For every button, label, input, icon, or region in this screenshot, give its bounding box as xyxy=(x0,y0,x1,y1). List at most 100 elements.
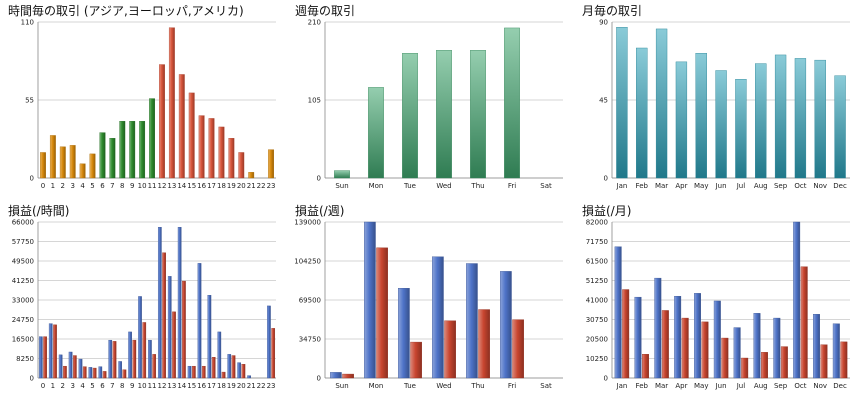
monthly-pnl-title: 損益(/月) xyxy=(582,204,632,218)
loss-bar xyxy=(112,341,117,379)
loss-bar xyxy=(376,247,388,379)
profit-bar xyxy=(58,354,63,379)
bar xyxy=(675,61,688,179)
bar xyxy=(79,163,86,179)
x-tick-label: 0 xyxy=(41,382,45,390)
weekly-trades-chart: 週毎の取引 0 105 210 Sun Mon Tue Wed Thu Fri Sat xyxy=(287,0,573,200)
x-tick-label: 11 xyxy=(148,382,157,390)
x-tick-label: May xyxy=(694,382,708,390)
y-tick-label: 49500 xyxy=(12,258,34,266)
loss-bar xyxy=(82,366,87,379)
bar xyxy=(69,145,76,179)
loss-bar xyxy=(478,309,490,379)
profit-bar xyxy=(247,375,251,379)
x-tick-label: Wed xyxy=(436,382,451,390)
x-tick-label: 4 xyxy=(80,382,85,390)
loss-bar xyxy=(172,311,176,379)
hourly-pnl-chart: 損益(/時間) 0 8250 16500 24750 33000 41250 49500 57… xyxy=(0,200,286,400)
bar xyxy=(248,172,255,179)
profit-bar xyxy=(78,358,83,379)
x-tick-label: 20 xyxy=(237,382,246,390)
x-tick-label: Sun xyxy=(335,182,348,190)
profit-bar xyxy=(773,317,781,379)
profit-bar xyxy=(88,367,93,379)
profit-bar xyxy=(157,227,162,379)
weekly-trades-title: 週毎の取引 xyxy=(295,4,356,18)
bar xyxy=(334,170,350,179)
bar xyxy=(198,115,205,179)
bar xyxy=(59,146,66,179)
x-tick-label: 3 xyxy=(70,382,74,390)
loss-bar xyxy=(192,365,196,379)
y-tick-label: 105 xyxy=(308,97,321,105)
bar xyxy=(814,59,826,179)
x-tick-label: 7 xyxy=(110,182,114,190)
x-tick-label: Jul xyxy=(736,382,746,390)
profit-bar xyxy=(753,313,761,379)
profit-bar xyxy=(813,314,820,379)
weekly-pnl-plot: 0 34750 69500 104250 139000 Sun Mon Tue Wed Thu Fr… xyxy=(294,219,563,390)
bar xyxy=(735,78,747,179)
profit-bar xyxy=(330,372,342,379)
bar xyxy=(470,50,486,179)
y-tick-label: 104250 xyxy=(294,258,321,266)
x-tick-label: Tue xyxy=(403,182,416,190)
y-tick-label: 57750 xyxy=(12,238,34,246)
profit-bar xyxy=(793,221,801,379)
y-tick-label: 0 xyxy=(317,175,321,183)
monthly-trades-plot: 0 45 90 Jan Feb Mar Apr May Jun Jul Aug Sep Oct Nov De… xyxy=(599,19,850,190)
x-tick-label: 19 xyxy=(227,182,236,190)
x-tick-label: Jul xyxy=(736,182,746,190)
profit-bar xyxy=(187,365,192,379)
profit-bar xyxy=(267,305,271,379)
y-tick-label: 55 xyxy=(25,97,34,105)
x-tick-label: 21 xyxy=(247,382,256,390)
bar xyxy=(504,27,520,179)
bar xyxy=(49,135,56,179)
x-tick-label: 12 xyxy=(157,182,166,190)
weekly-pnl-chart: 損益(/週) 0 34750 69500 104250 139000 Sun Mon Tue W… xyxy=(287,200,573,400)
loss-bar xyxy=(661,310,669,379)
loss-bar xyxy=(63,365,67,379)
x-tick-label: Mon xyxy=(369,182,384,190)
x-tick-label: Mon xyxy=(369,382,384,390)
loss-bar xyxy=(211,356,216,379)
loss-bar xyxy=(410,341,422,379)
bar xyxy=(402,53,418,179)
loss-bar xyxy=(221,371,226,379)
x-tick-label: 14 xyxy=(177,182,186,190)
x-tick-label: 20 xyxy=(237,182,246,190)
loss-bar xyxy=(800,266,808,379)
x-tick-label: 1 xyxy=(51,382,55,390)
bar xyxy=(794,58,807,179)
x-tick-label: 23 xyxy=(267,182,276,190)
weekly-trades-plot: 0 105 210 Sun Mon Tue Wed Thu Fri Sat xyxy=(308,19,563,190)
y-tick-label: 30750 xyxy=(586,316,608,324)
bar xyxy=(119,121,126,179)
profit-bar xyxy=(634,296,642,379)
bar xyxy=(208,118,215,179)
x-tick-label: 22 xyxy=(257,182,266,190)
x-tick-label: 9 xyxy=(130,182,134,190)
x-tick-label: Sat xyxy=(540,182,552,190)
loss-bar xyxy=(182,280,186,379)
x-tick-label: 5 xyxy=(90,382,94,390)
x-tick-label: 4 xyxy=(80,182,85,190)
x-tick-label: 15 xyxy=(187,182,196,190)
x-tick-label: 0 xyxy=(41,182,45,190)
y-tick-label: 16500 xyxy=(12,336,34,344)
bar xyxy=(159,64,165,179)
x-tick-label: Sun xyxy=(335,382,348,390)
profit-bar xyxy=(237,362,241,379)
loss-bar xyxy=(444,320,456,379)
x-tick-label: 8 xyxy=(120,182,124,190)
bar xyxy=(129,121,136,179)
loss-bar xyxy=(271,328,276,379)
loss-bar xyxy=(102,371,107,379)
x-tick-label: 3 xyxy=(70,182,74,190)
bar xyxy=(774,54,787,179)
x-tick-label: Apr xyxy=(675,382,687,390)
profit-bar xyxy=(98,366,103,379)
y-tick-label: 0 xyxy=(30,375,34,383)
